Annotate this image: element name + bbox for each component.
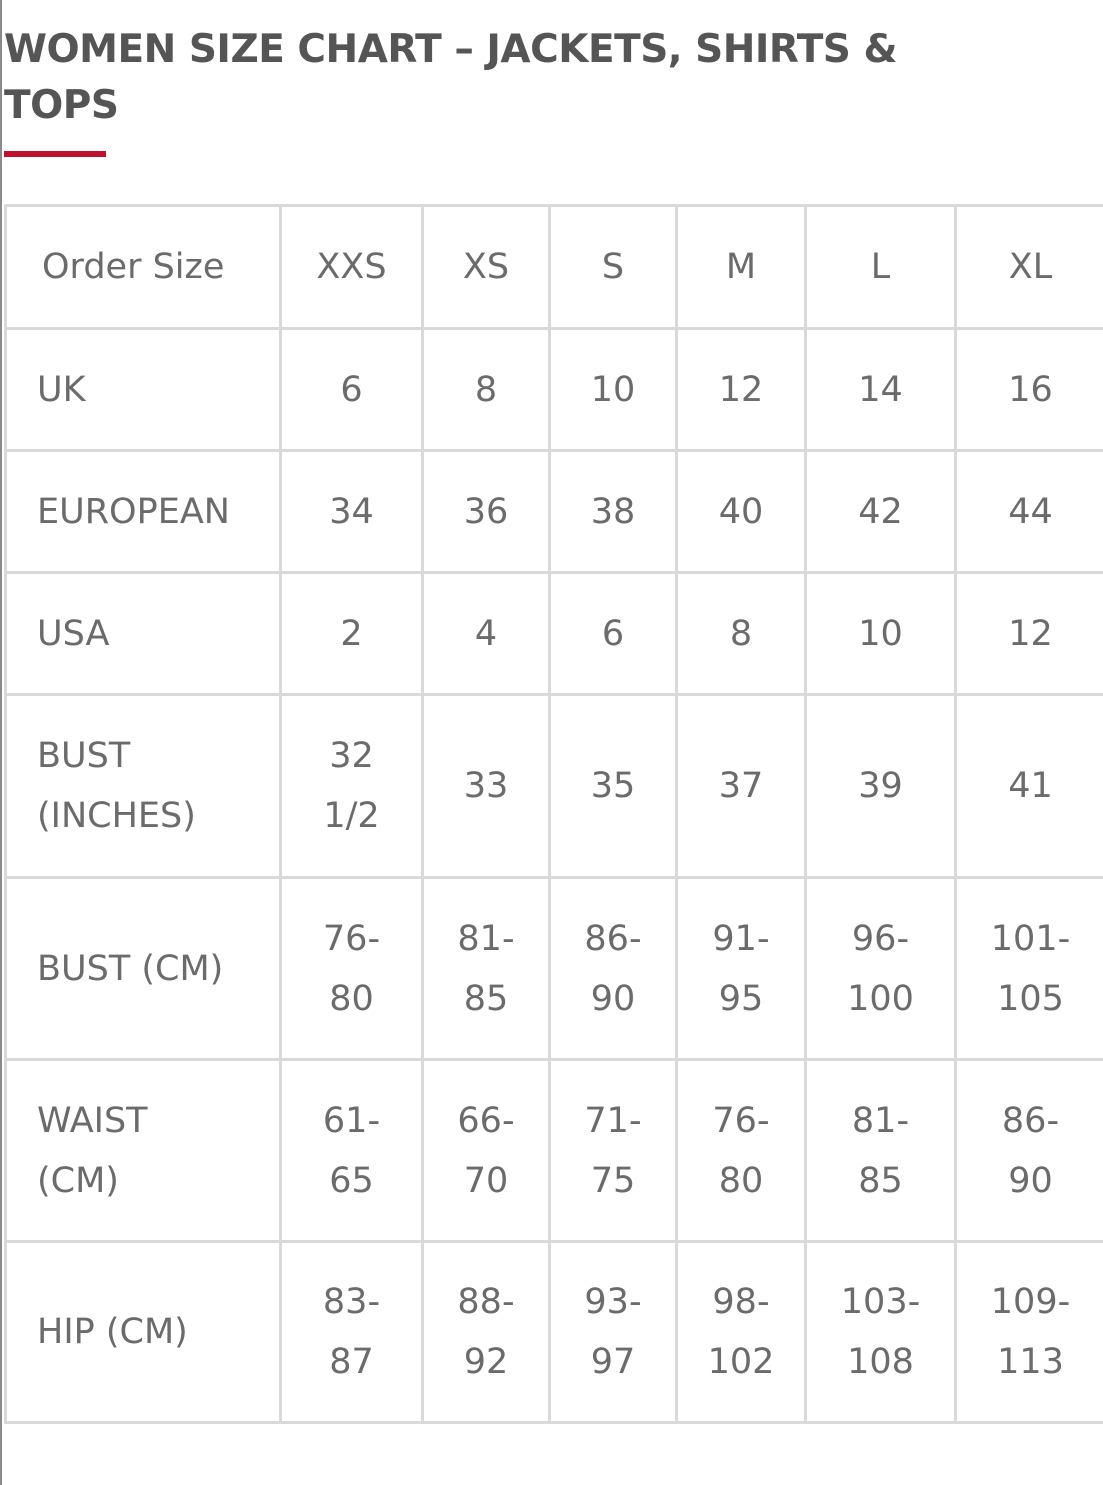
table-cell: 32 1/2 [279, 693, 424, 879]
table-cell: 4 [421, 571, 551, 696]
table-cell: 6 [548, 571, 678, 696]
table-cell: 40 [675, 449, 807, 574]
row-label: HIP (CM) [4, 1240, 282, 1424]
table-row: BUST (INCHES) 32 1/2 33 35 37 39 41 [4, 693, 1103, 879]
table-cell: 103- 108 [804, 1240, 957, 1424]
table-row: BUST (CM) 76- 80 81- 85 86- 90 91- 95 96- 100… [4, 876, 1103, 1061]
table-row: HIP (CM) 83- 87 88- 92 93- 97 98- 102 103- 10… [4, 1240, 1103, 1424]
row-label: USA [4, 571, 282, 696]
table-cell: 96- 100 [804, 876, 957, 1061]
table-cell: 2 [279, 571, 424, 696]
table-cell: 39 [804, 693, 957, 879]
page-title: WOMEN SIZE CHART – JACKETS, SHIRTS & TOP… [4, 27, 897, 128]
table-cell: 38 [548, 449, 678, 574]
table-cell: 14 [804, 327, 957, 452]
header-row: Order Size XXS XS S M L XL [4, 204, 1103, 330]
table-cell: 66- 70 [421, 1058, 551, 1243]
table-cell: 86- 90 [548, 876, 678, 1061]
table-cell: 34 [279, 449, 424, 574]
table-cell: 16 [954, 327, 1103, 452]
table-cell: 83- 87 [279, 1240, 424, 1424]
table-cell: 41 [954, 693, 1103, 879]
table-cell: 109- 113 [954, 1240, 1103, 1424]
header-size-l: L [804, 204, 957, 330]
table-cell: 81- 85 [421, 876, 551, 1061]
table-cell: 33 [421, 693, 551, 879]
table-cell: 10 [804, 571, 957, 696]
table-cell: 10 [548, 327, 678, 452]
table-cell: 76- 80 [675, 1058, 807, 1243]
table-cell: 61- 65 [279, 1058, 424, 1243]
table-cell: 93- 97 [548, 1240, 678, 1424]
header-size-s: S [548, 204, 678, 330]
table-cell: 91- 95 [675, 876, 807, 1061]
table-cell: 36 [421, 449, 551, 574]
table-cell: 12 [675, 327, 807, 452]
table-cell: 6 [279, 327, 424, 452]
table-row: WAIST (CM) 61- 65 66- 70 71- 75 76- 80 81- 85… [4, 1058, 1103, 1243]
table-cell: 12 [954, 571, 1103, 696]
row-label: EUROPEAN [4, 449, 282, 574]
table-cell: 98- 102 [675, 1240, 807, 1424]
table-cell: 8 [421, 327, 551, 452]
table-cell: 88- 92 [421, 1240, 551, 1424]
table-cell: 37 [675, 693, 807, 879]
header-size-xl: XL [954, 204, 1103, 330]
header-size-m: M [675, 204, 807, 330]
row-label: BUST (INCHES) [4, 693, 282, 879]
table-row: UK 6 8 10 12 14 16 [4, 327, 1103, 452]
table-cell: 81- 85 [804, 1058, 957, 1243]
table-cell: 101- 105 [954, 876, 1103, 1061]
table-cell: 35 [548, 693, 678, 879]
row-label: WAIST (CM) [4, 1058, 282, 1243]
table-row: USA 2 4 6 8 10 12 [4, 571, 1103, 696]
table-cell: 71- 75 [548, 1058, 678, 1243]
table-row: EUROPEAN 34 36 38 40 42 44 [4, 449, 1103, 574]
table-cell: 42 [804, 449, 957, 574]
header-size-xxs: XXS [279, 204, 424, 330]
size-chart-table: Order Size XXS XS S M L XL UK 6 8 10 12 14 16 EUROPEAN… [4, 204, 1103, 1424]
row-label: UK [4, 327, 282, 452]
table-cell: 86- 90 [954, 1058, 1103, 1243]
title-underline-accent [4, 151, 106, 157]
header-order-size: Order Size [4, 204, 282, 330]
table-cell: 8 [675, 571, 807, 696]
header-size-xs: XS [421, 204, 551, 330]
table-cell: 76- 80 [279, 876, 424, 1061]
table-cell: 44 [954, 449, 1103, 574]
row-label: BUST (CM) [4, 876, 282, 1061]
